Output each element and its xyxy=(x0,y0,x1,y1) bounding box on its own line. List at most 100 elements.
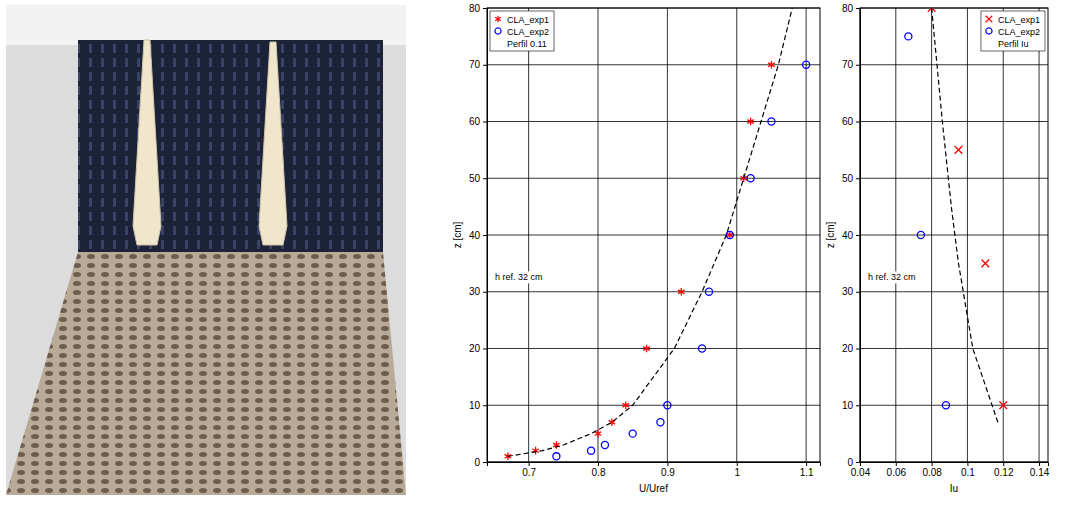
tick-label: 80 xyxy=(842,3,854,14)
legend-marker xyxy=(986,28,992,34)
data-point xyxy=(587,447,594,454)
data-point xyxy=(629,430,636,437)
grid-line xyxy=(487,348,820,349)
tick-mark xyxy=(483,405,487,406)
tick: 30 xyxy=(469,286,487,297)
photo-background xyxy=(6,5,406,495)
tick-mark xyxy=(856,65,860,66)
plot-background xyxy=(487,8,820,462)
tick-label: 1.1 xyxy=(800,467,814,478)
tick-label: 60 xyxy=(842,116,854,127)
data-point xyxy=(905,33,912,40)
tick: 80 xyxy=(842,3,860,14)
data-point xyxy=(803,61,810,68)
tick: 10 xyxy=(842,400,860,411)
tick-mark xyxy=(1039,462,1040,466)
grid-line xyxy=(487,121,820,122)
tick-mark xyxy=(483,292,487,293)
tick: 70 xyxy=(469,59,487,70)
fit-line xyxy=(508,8,792,456)
data-point xyxy=(705,288,712,295)
legend-marker xyxy=(495,16,501,23)
annotation-background xyxy=(867,271,917,283)
data-point xyxy=(622,401,629,409)
data-point xyxy=(727,231,734,239)
legend: CLA_exp1CLA_exp2Perfil 0.11 xyxy=(490,11,554,51)
legend-label: CLA_exp2 xyxy=(998,27,1040,37)
annotation-background xyxy=(494,271,544,283)
x-axis: 0.70.80.911.1 xyxy=(488,462,821,478)
data-point xyxy=(982,260,990,268)
tick: 1.1 xyxy=(800,462,814,478)
tick-label: 70 xyxy=(469,59,481,70)
tick-label: 10 xyxy=(842,400,854,411)
tick-label: 60 xyxy=(469,116,481,127)
tick-mark xyxy=(483,178,487,179)
chart: 0.040.060.080.10.120.1401020304050607080… xyxy=(825,3,1050,494)
legend-marker xyxy=(986,16,993,23)
tick-mark xyxy=(483,65,487,66)
tick-mark xyxy=(856,122,860,123)
tick: 0.04 xyxy=(851,462,871,478)
tick-label: 0.7 xyxy=(522,467,536,478)
tick-label: 0.08 xyxy=(922,467,942,478)
tick: 0.7 xyxy=(522,462,536,478)
tick-mark xyxy=(483,462,487,463)
tick-mark xyxy=(856,405,860,406)
data-point xyxy=(698,345,705,352)
fit-line xyxy=(932,8,998,422)
y-axis: 01020304050607080 xyxy=(842,3,861,468)
tick-label: 40 xyxy=(469,230,481,241)
grid-line xyxy=(860,121,1048,122)
tick-mark xyxy=(856,462,860,463)
data-point xyxy=(643,345,650,353)
tick: 60 xyxy=(469,116,487,127)
grid-line xyxy=(487,405,820,406)
photo-floor xyxy=(6,252,406,495)
data-point xyxy=(747,118,754,126)
tick-label: 50 xyxy=(469,173,481,184)
grid-line xyxy=(860,291,1048,292)
tick: 0.1 xyxy=(961,462,975,478)
tick-mark xyxy=(667,462,668,466)
tick: 50 xyxy=(842,173,860,184)
photo xyxy=(6,5,406,495)
data-point xyxy=(917,231,924,238)
tick-mark xyxy=(967,462,968,466)
tick: 10 xyxy=(469,400,487,411)
data-point xyxy=(553,453,560,460)
tick: 0.8 xyxy=(592,462,606,478)
plot-frame xyxy=(487,8,820,462)
tick: 0.12 xyxy=(994,462,1014,478)
x-axis: 0.040.060.080.10.120.14 xyxy=(851,462,1050,478)
legend-marker xyxy=(495,28,501,34)
tick-mark xyxy=(856,349,860,350)
tick: 30 xyxy=(842,286,860,297)
grid-line xyxy=(860,64,1048,65)
axis-line xyxy=(488,463,821,467)
data-point xyxy=(532,447,539,455)
tick: 0.08 xyxy=(922,462,942,478)
tick-mark xyxy=(737,462,738,466)
tick-label: 40 xyxy=(842,230,854,241)
data-point xyxy=(999,401,1007,409)
grid xyxy=(860,8,1048,462)
tick-mark xyxy=(856,235,860,236)
data-point xyxy=(955,146,963,154)
legend-box xyxy=(490,11,554,51)
tick-mark xyxy=(932,462,933,466)
tick-mark xyxy=(483,8,487,9)
tick-mark xyxy=(529,462,530,466)
tick-label: 80 xyxy=(469,3,481,14)
tick-label: 0.9 xyxy=(661,467,675,478)
tick: 0 xyxy=(847,457,860,468)
grid-line xyxy=(487,291,820,292)
tick-label: 70 xyxy=(842,59,854,70)
data-point xyxy=(726,231,733,238)
tick-label: 0.04 xyxy=(851,467,871,478)
data-point xyxy=(678,288,685,296)
data-point xyxy=(740,174,747,182)
y-axis-title: z [cm] xyxy=(825,221,836,248)
annotation: Perfil 0.11 xyxy=(507,39,547,49)
annotation: Perfil Iu xyxy=(998,39,1029,49)
